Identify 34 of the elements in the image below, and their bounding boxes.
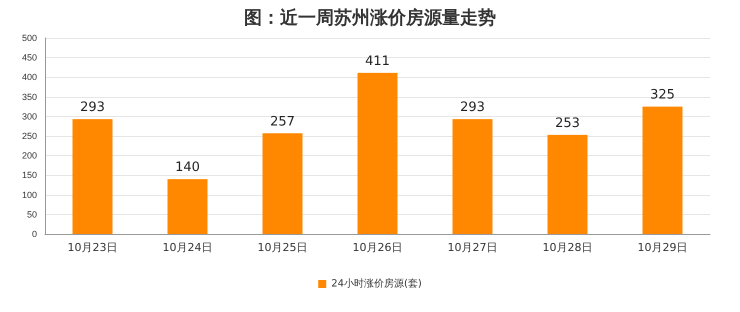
bar (262, 133, 302, 234)
y-tick-label: 50 (26, 209, 37, 220)
bar (72, 119, 112, 234)
bar (642, 106, 682, 234)
y-tick-label: 200 (22, 150, 37, 161)
bar (358, 72, 398, 234)
x-tick-label: 10月24日 (162, 241, 212, 254)
data-label: 293 (80, 100, 105, 116)
x-tick-label: 10月29日 (638, 241, 688, 254)
x-tick-label: 10月28日 (542, 241, 592, 254)
y-tick-label: 0 (32, 229, 37, 239)
y-tick-label: 500 (22, 33, 37, 43)
chart-title: 图：近一周苏州涨价房源量走势 (244, 8, 496, 28)
x-tick-label: 10月25日 (258, 241, 308, 254)
data-label: 293 (460, 100, 485, 116)
x-tick-label: 10月23日 (68, 241, 118, 254)
y-tick-label: 150 (22, 170, 37, 180)
y-tick-label: 250 (22, 131, 37, 141)
data-label: 140 (175, 160, 200, 176)
data-label: 411 (365, 54, 390, 69)
x-tick-label: 10月26日 (352, 241, 402, 254)
legend-label: 24小时涨价房源(套) (331, 278, 422, 290)
x-tick-label: 10月27日 (448, 241, 498, 254)
y-tick-label: 400 (22, 72, 37, 82)
bar (548, 134, 588, 234)
data-label: 253 (555, 116, 580, 131)
y-tick-label: 100 (22, 190, 37, 200)
bar (452, 119, 492, 234)
bar (168, 179, 208, 234)
data-label: 257 (270, 114, 295, 130)
y-tick-label: 450 (22, 52, 37, 63)
data-label: 325 (650, 88, 675, 103)
y-tick-label: 350 (22, 92, 37, 102)
y-tick-label: 300 (22, 111, 37, 122)
